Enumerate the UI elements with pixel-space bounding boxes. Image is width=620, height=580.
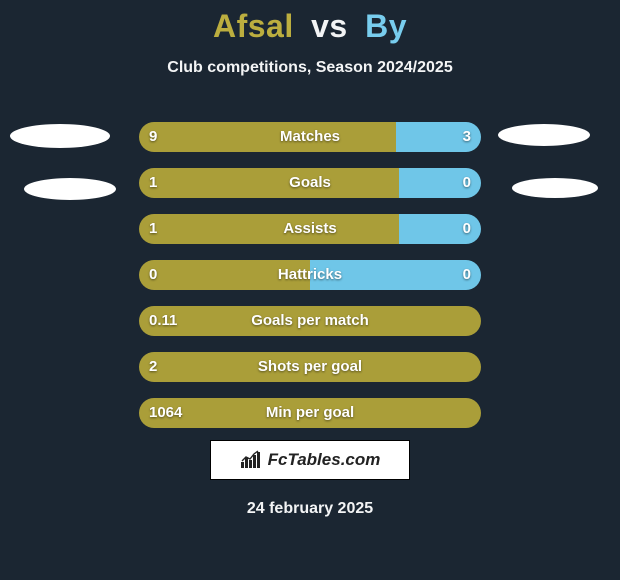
player1-name: Afsal bbox=[213, 8, 294, 44]
stat-row: Shots per goal2 bbox=[0, 352, 620, 382]
player2-name: By bbox=[365, 8, 407, 44]
stat-bar-track bbox=[139, 122, 481, 152]
stat-bar-track bbox=[139, 398, 481, 428]
stat-bar-player2 bbox=[396, 122, 482, 152]
date-text: 24 february 2025 bbox=[0, 500, 620, 518]
stat-row: Assists10 bbox=[0, 214, 620, 244]
stat-bar-player2 bbox=[399, 168, 481, 198]
stat-bar-player1 bbox=[139, 168, 399, 198]
stat-bar-player1 bbox=[139, 214, 399, 244]
avatar-placeholder-2 bbox=[498, 124, 590, 146]
stat-row: Goals per match0.11 bbox=[0, 306, 620, 336]
stat-row: Min per goal1064 bbox=[0, 398, 620, 428]
comparison-title: Afsal vs By bbox=[0, 0, 620, 45]
stat-bar-player2 bbox=[310, 260, 481, 290]
avatar-placeholder-0 bbox=[10, 124, 110, 148]
watermark-text: FcTables.com bbox=[268, 450, 381, 470]
stats-container: Matches93Goals10Assists10Hattricks00Goal… bbox=[0, 122, 620, 444]
stat-bar-player1 bbox=[139, 398, 481, 428]
stat-bar-player1 bbox=[139, 352, 481, 382]
stat-bar-track bbox=[139, 352, 481, 382]
subtitle: Club competitions, Season 2024/2025 bbox=[0, 59, 620, 77]
stat-bar-player1 bbox=[139, 122, 396, 152]
bar-chart-icon bbox=[240, 450, 262, 470]
avatar-placeholder-3 bbox=[512, 178, 598, 198]
avatar-placeholder-1 bbox=[24, 178, 116, 200]
stat-row: Hattricks00 bbox=[0, 260, 620, 290]
stat-bar-track bbox=[139, 214, 481, 244]
stat-bar-player1 bbox=[139, 260, 310, 290]
stat-bar-player2 bbox=[399, 214, 481, 244]
title-vs: vs bbox=[311, 8, 348, 44]
stat-bar-track bbox=[139, 306, 481, 336]
watermark: FcTables.com bbox=[210, 440, 410, 480]
stat-bar-player1 bbox=[139, 306, 481, 336]
stat-bar-track bbox=[139, 168, 481, 198]
stat-bar-track bbox=[139, 260, 481, 290]
